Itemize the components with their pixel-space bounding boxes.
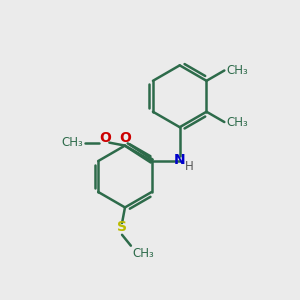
Text: O: O xyxy=(99,131,111,145)
Text: N: N xyxy=(174,153,185,166)
Text: CH₃: CH₃ xyxy=(61,136,83,149)
Text: CH₃: CH₃ xyxy=(227,64,248,77)
Text: O: O xyxy=(119,131,131,146)
Text: S: S xyxy=(117,220,127,234)
Text: CH₃: CH₃ xyxy=(227,116,248,128)
Text: H: H xyxy=(185,160,194,173)
Text: CH₃: CH₃ xyxy=(132,247,154,260)
